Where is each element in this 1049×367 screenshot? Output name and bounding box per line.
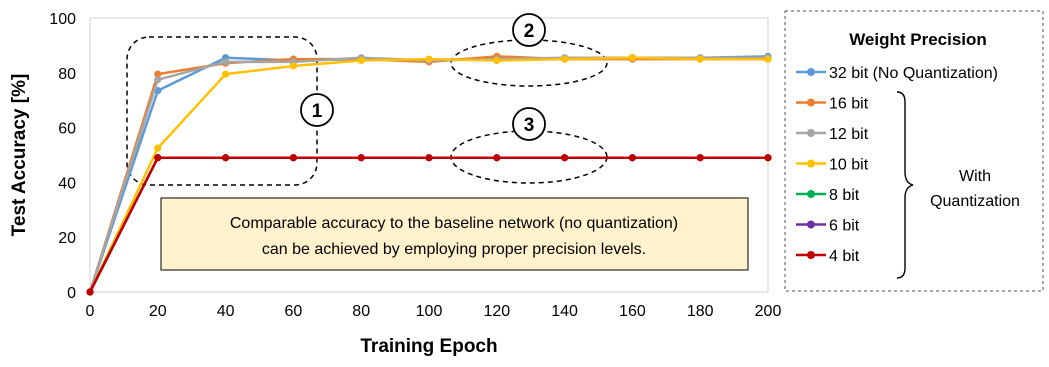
legend-swatch-marker <box>807 159 815 168</box>
note-box <box>160 197 749 271</box>
x-axis-title: Training Epoch <box>360 336 497 357</box>
data-point <box>696 55 704 63</box>
data-point <box>561 154 569 162</box>
highlight-box-early-epochs <box>126 36 318 186</box>
legend-label: 12 bit <box>829 126 869 143</box>
legend-label: 32 bit (No Quantization) <box>829 65 998 82</box>
x-tick-label: 0 <box>86 303 95 320</box>
legend-swatch-marker <box>807 68 815 76</box>
x-tick-label: 200 <box>755 303 782 320</box>
annotation-layer: Comparable accuracy to the baseline netw… <box>126 13 749 271</box>
note-line-1: Comparable accuracy to the baseline netw… <box>230 215 678 232</box>
x-tick-label: 120 <box>483 303 510 320</box>
legend-group-label-1: With <box>959 168 991 185</box>
x-tick-label: 20 <box>149 303 167 320</box>
legend-title: Weight Precision <box>849 30 987 49</box>
data-point <box>357 154 365 162</box>
data-point <box>289 154 297 162</box>
data-point <box>493 56 501 65</box>
x-tick-label: 60 <box>285 303 303 320</box>
marker-label-1: 1 <box>312 101 323 122</box>
legend-swatch-marker <box>807 129 815 137</box>
legend-label: 4 bit <box>829 248 860 265</box>
data-point <box>425 154 433 162</box>
y-tick-label: 80 <box>58 66 76 83</box>
note-line-2: can be achieved by employing proper prec… <box>262 241 646 258</box>
legend-label: 8 bit <box>829 187 860 204</box>
data-point <box>289 62 297 70</box>
x-tick-label: 100 <box>416 303 443 320</box>
legend-brace <box>896 91 914 279</box>
marker-circle-2 <box>512 13 546 47</box>
data-point <box>154 154 162 162</box>
y-tick-label: 20 <box>58 230 76 247</box>
data-point <box>154 76 162 84</box>
data-point <box>86 288 94 296</box>
highlight-ellipse-converged <box>450 39 608 87</box>
legend-swatch-marker <box>807 98 815 107</box>
data-point <box>561 55 569 63</box>
x-tick-label: 160 <box>619 303 646 320</box>
x-tick-label: 80 <box>352 303 370 320</box>
y-tick-label: 40 <box>58 175 76 192</box>
legend-label: 10 bit <box>829 157 869 174</box>
marker-circle-3 <box>512 107 546 141</box>
legend-swatch-marker <box>807 190 815 198</box>
data-point <box>764 55 772 63</box>
data-point <box>764 154 772 162</box>
x-tick-label: 140 <box>551 303 578 320</box>
axes-layer: 0 20 40 60 80 100 120 140 160 180 200 0 20 40 60 80 100 T… <box>9 11 781 357</box>
marker-label-3: 3 <box>524 115 535 136</box>
legend-frame <box>784 10 1044 292</box>
x-tick-label: 180 <box>687 303 714 320</box>
data-point <box>222 70 230 78</box>
y-axis-title: Test Accuracy [%] <box>9 74 30 237</box>
data-point <box>425 55 433 63</box>
marker-label-2: 2 <box>524 21 535 42</box>
y-tick-label: 0 <box>67 285 76 302</box>
legend-swatch-marker <box>807 251 815 259</box>
data-point <box>222 154 230 162</box>
data-point <box>493 154 501 162</box>
legend-layer: Weight Precision 32 bit (No Quantization)… <box>784 10 1044 292</box>
legend-group-label-2: Quantization <box>930 193 1020 210</box>
legend-swatch-marker <box>807 220 815 229</box>
data-point <box>628 54 637 62</box>
data-point <box>222 58 230 66</box>
y-tick-label: 60 <box>58 121 76 138</box>
data-point <box>357 56 365 65</box>
data-point <box>696 154 704 162</box>
marker-circle-1 <box>300 93 334 127</box>
data-point <box>628 154 637 162</box>
legend-label: 6 bit <box>829 218 860 235</box>
y-tick-label: 100 <box>49 11 76 28</box>
legend-label: 16 bit <box>829 96 869 113</box>
data-point <box>154 70 162 78</box>
x-tick-label: 40 <box>217 303 235 320</box>
data-point <box>154 144 162 152</box>
series-layer <box>86 52 772 296</box>
